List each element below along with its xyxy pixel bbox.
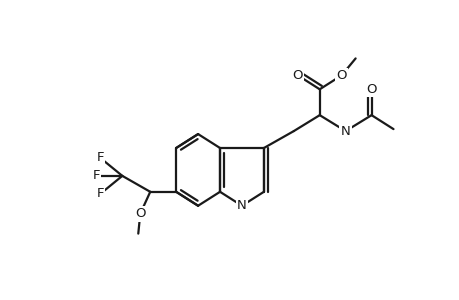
Text: N: N: [340, 124, 350, 138]
Text: F: F: [92, 169, 100, 182]
Text: O: O: [292, 69, 302, 82]
Text: O: O: [336, 69, 346, 82]
Text: F: F: [96, 187, 104, 200]
Text: O: O: [135, 207, 145, 220]
Text: N: N: [236, 199, 246, 212]
Text: F: F: [96, 152, 104, 164]
Text: N: N: [236, 199, 246, 212]
Text: O: O: [365, 83, 376, 96]
